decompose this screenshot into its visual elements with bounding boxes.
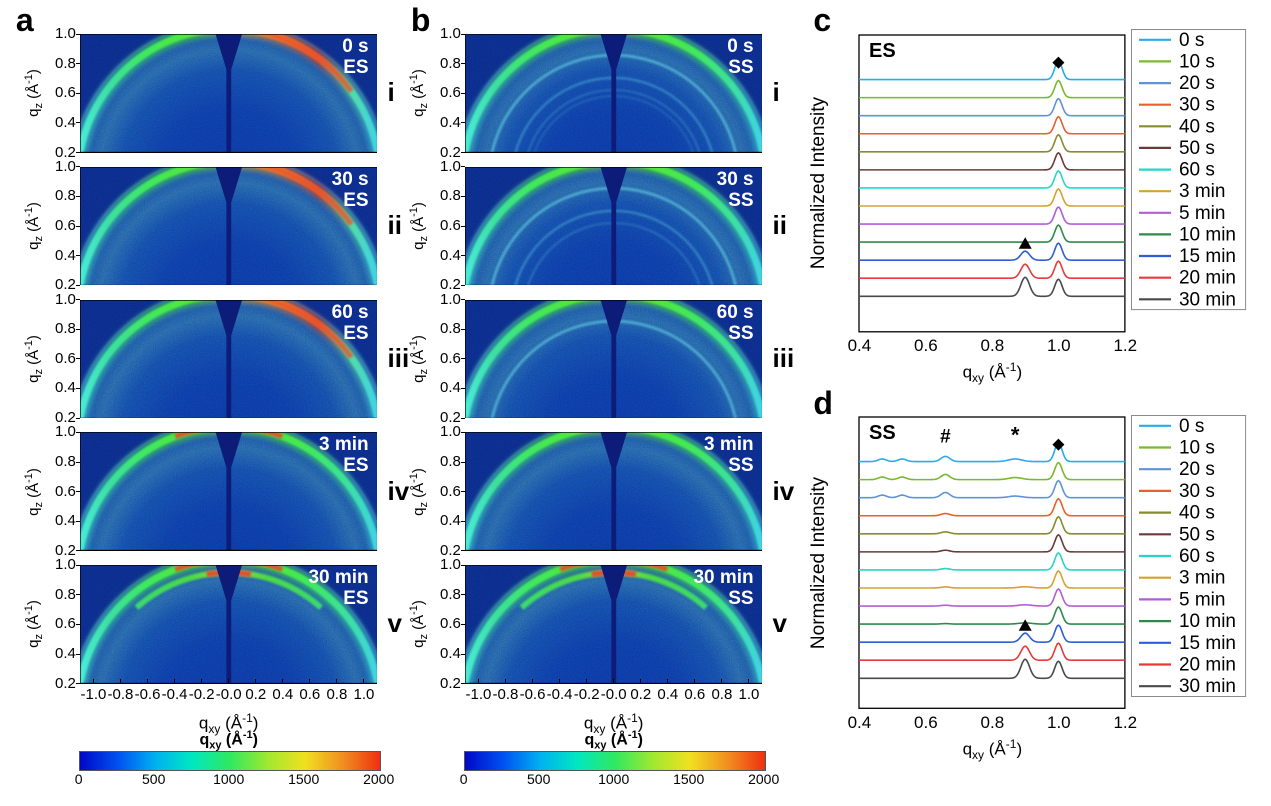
svg-text:20 s: 20 s [1179, 459, 1215, 480]
svg-text:20 min: 20 min [1179, 654, 1236, 675]
svg-text:ES: ES [343, 588, 368, 609]
svg-text:SS: SS [728, 588, 753, 609]
svg-text:5 min: 5 min [1179, 589, 1225, 610]
svg-text:ES: ES [869, 40, 896, 62]
svg-text:*: * [1011, 423, 1020, 448]
svg-text:5 min: 5 min [1179, 203, 1225, 224]
svg-text:#: # [941, 427, 952, 448]
svg-text:SS: SS [869, 422, 896, 444]
svg-text:0 s: 0 s [1179, 416, 1204, 437]
svg-text:15 min: 15 min [1179, 633, 1236, 654]
svg-text:60 s: 60 s [332, 302, 369, 323]
svg-text:30 s: 30 s [332, 169, 369, 190]
svg-text:10 s: 10 s [1179, 51, 1215, 72]
svg-text:30 min: 30 min [1179, 676, 1236, 697]
svg-text:ES: ES [343, 455, 368, 476]
svg-text:20 s: 20 s [1179, 73, 1215, 94]
svg-text:10 min: 10 min [1179, 224, 1236, 245]
svg-text:0 s: 0 s [342, 36, 368, 57]
svg-text:ES: ES [343, 190, 368, 211]
svg-text:0 s: 0 s [1179, 30, 1204, 51]
svg-text:40 s: 40 s [1179, 503, 1215, 524]
svg-text:30 min: 30 min [693, 567, 753, 588]
svg-text:SS: SS [728, 455, 753, 476]
svg-text:3 min: 3 min [704, 434, 754, 455]
svg-text:30 s: 30 s [1179, 481, 1215, 502]
svg-text:10 s: 10 s [1179, 438, 1215, 459]
svg-text:15 min: 15 min [1179, 246, 1236, 267]
svg-text:30 min: 30 min [1179, 289, 1236, 310]
svg-text:SS: SS [728, 57, 753, 78]
svg-text:50 s: 50 s [1179, 138, 1215, 159]
svg-text:3 min: 3 min [1179, 181, 1225, 202]
svg-text:0 s: 0 s [727, 36, 753, 57]
svg-text:30 min: 30 min [308, 567, 368, 588]
svg-text:3 min: 3 min [1179, 568, 1225, 589]
svg-text:3 min: 3 min [319, 434, 369, 455]
svg-text:SS: SS [728, 323, 753, 344]
svg-text:40 s: 40 s [1179, 116, 1215, 137]
svg-text:60 s: 60 s [717, 302, 754, 323]
svg-text:30 s: 30 s [1179, 95, 1215, 116]
svg-text:ES: ES [343, 323, 368, 344]
svg-text:SS: SS [728, 190, 753, 211]
svg-text:50 s: 50 s [1179, 524, 1215, 545]
svg-text:20 min: 20 min [1179, 268, 1236, 289]
svg-text:60 s: 60 s [1179, 159, 1215, 180]
svg-text:30 s: 30 s [717, 169, 754, 190]
svg-text:10 min: 10 min [1179, 611, 1236, 632]
svg-text:60 s: 60 s [1179, 546, 1215, 567]
svg-text:ES: ES [343, 57, 368, 78]
